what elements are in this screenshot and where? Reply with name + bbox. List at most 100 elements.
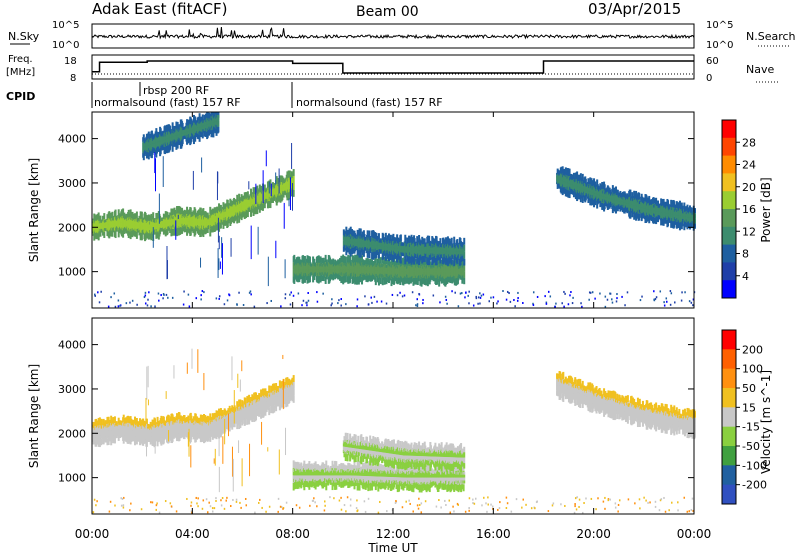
data-cell [255,183,257,205]
data-cell [136,303,138,306]
data-cell [169,143,172,150]
data-cell [249,290,252,293]
data-cell [629,189,632,197]
data-cell [98,231,101,237]
data-cell [443,256,446,263]
data-cell [135,232,138,239]
data-cell [105,436,108,441]
data-cell [587,196,590,203]
data-cell [129,231,132,240]
data-cell [420,279,423,287]
data-cell [189,228,192,236]
data-cell [385,251,388,256]
data-cell [215,128,218,136]
data-cell [182,303,185,306]
data-cell [629,211,632,219]
data-cell [218,295,221,298]
data-cell [667,203,670,209]
data-cell [201,132,204,139]
data-cell [433,238,436,245]
data-cell [694,218,696,224]
data-cell [93,423,96,429]
data-cell [477,302,479,305]
data-cell [352,275,355,282]
nsky-tick-top: 10^5 [52,20,79,31]
data-cell [169,141,172,147]
data-cell [424,278,427,286]
data-cell [209,128,212,135]
data-cell [284,293,287,296]
data-cell [236,216,239,224]
data-cell [154,152,156,174]
data-cell [479,296,482,299]
data-cell [604,305,607,308]
data-cell [342,276,345,285]
data-cell [129,209,132,217]
data-cell [152,212,155,220]
power-colorbar-tick: 8 [742,248,749,261]
data-cell [352,257,355,264]
data-cell [652,197,655,204]
data-cell [186,206,189,215]
data-cell [384,258,387,265]
data-cell [270,183,272,197]
data-cell [386,235,389,242]
data-cell [681,291,683,294]
data-cell [347,255,350,263]
data-cell [117,299,120,302]
data-cell [463,258,466,266]
data-cell [591,291,594,294]
data-cell [152,227,154,248]
data-cell [352,230,355,237]
data-cell [423,238,426,245]
data-cell [563,305,565,308]
data-cell [99,231,102,237]
data-cell [166,260,168,279]
data-cell [593,178,596,186]
data-cell [215,297,218,300]
data-cell [340,276,343,284]
data-cell [456,257,459,264]
data-cell [396,234,399,242]
data-cell [307,299,310,302]
data-cell [383,251,386,256]
nsky-label: N.Sky [8,30,40,43]
data-cell [591,197,594,204]
data-cell [445,257,448,265]
data-cell [403,277,406,285]
data-cell [447,257,450,265]
data-cell [290,291,292,294]
data-cell [390,238,393,244]
data-cell [468,302,470,305]
data-cell [200,210,203,217]
data-cell [576,171,579,179]
data-cell [611,185,614,193]
power-colorbar-swatch [722,280,736,299]
data-cell [572,191,575,198]
data-cell [323,260,326,266]
data-cell [450,237,453,245]
data-cell [295,257,298,264]
data-cell [98,301,101,304]
data-cell [221,243,223,275]
data-cell [379,238,382,243]
data-cell [183,290,185,293]
data-cell [636,211,639,218]
data-cell [160,294,162,297]
data-cell [189,207,192,215]
data-cell [416,278,419,286]
nsearch-tick-top: 10^5 [706,20,733,31]
data-cell [667,200,670,207]
data-cell [396,277,399,285]
data-cell [219,222,222,229]
data-cell [190,136,193,142]
data-cell [343,276,346,283]
data-cell [316,300,319,303]
data-cell [217,217,219,243]
data-cell [490,296,492,299]
beam-label: Beam 00 [356,4,419,20]
data-cell [257,226,259,255]
data-cell [159,215,162,221]
data-cell [653,290,655,293]
data-cell [263,202,266,209]
